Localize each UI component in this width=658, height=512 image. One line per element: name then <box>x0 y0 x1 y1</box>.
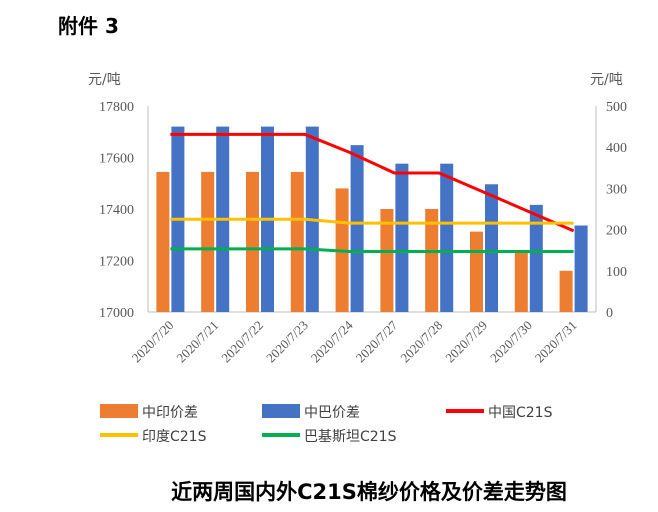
bar-cn-pk-spread <box>395 163 409 312</box>
bar-cn-in-spread <box>156 171 170 312</box>
bar-cn-pk-spread <box>440 163 454 312</box>
left-tick-label: 17800 <box>99 100 134 115</box>
bar-cn-in-spread <box>425 209 439 312</box>
x-tick-label: 2020/7/31 <box>532 318 580 366</box>
legend-label: 印度C21S <box>142 429 207 445</box>
x-tick-labels: 2020/7/202020/7/212020/7/222020/7/232020… <box>129 317 580 365</box>
right-axis-unit: 元/吨 <box>590 72 623 88</box>
bar-cn-pk-spread <box>574 225 588 312</box>
attachment-label: 附件 3 <box>58 14 119 38</box>
bar-cn-pk-spread <box>350 145 364 312</box>
x-tick-label: 2020/7/24 <box>308 317 356 365</box>
x-tick-label: 2020/7/28 <box>397 318 445 366</box>
series-line-0 <box>170 132 575 233</box>
legend-label: 巴基斯坦C21S <box>304 428 397 445</box>
left-tick-label: 17000 <box>99 306 134 321</box>
legend: 中印价差 中巴价差 中国C21S 印度C21S 巴基斯坦C21S <box>100 404 553 445</box>
x-tick-label: 2020/7/22 <box>218 318 266 366</box>
bar-cn-pk-spread <box>529 204 543 312</box>
left-axis-unit: 元/吨 <box>88 72 121 88</box>
right-tick-label: 100 <box>606 265 627 280</box>
bar-cn-in-spread <box>380 209 394 312</box>
x-tick-label: 2020/7/29 <box>442 318 490 366</box>
chart-caption: 近两周国内外C21S棉纱价格及价差走势图 <box>171 480 567 504</box>
x-tick-label: 2020/7/21 <box>173 318 221 366</box>
right-tick-label: 500 <box>606 100 627 115</box>
x-tick-label: 2020/7/30 <box>487 318 535 366</box>
left-tick-label: 17400 <box>99 203 134 218</box>
series-line-2 <box>170 247 574 253</box>
bar-cn-in-spread <box>559 270 573 312</box>
legend-swatch <box>262 404 300 418</box>
lines <box>170 132 575 253</box>
right-tick-label: 400 <box>606 141 627 156</box>
x-tick-label: 2020/7/20 <box>129 318 177 366</box>
legend-label: 中巴价差 <box>304 405 360 421</box>
bar-cn-in-spread <box>201 171 215 312</box>
bar-cn-in-spread <box>470 231 483 312</box>
bar-cn-pk-spread <box>485 184 498 312</box>
series-line-1 <box>170 217 574 225</box>
right-tick-label: 0 <box>606 306 613 321</box>
legend-label: 中国C21S <box>488 405 553 421</box>
legend-label: 中印价差 <box>142 405 198 421</box>
left-tick-label: 17600 <box>99 152 134 167</box>
right-tick-label: 300 <box>606 182 627 197</box>
bar-cn-in-spread <box>246 171 259 312</box>
legend-swatch <box>100 404 138 418</box>
bar-cn-in-spread <box>514 250 528 312</box>
x-tick-label: 2020/7/23 <box>263 318 311 366</box>
bar-cn-in-spread <box>290 171 304 312</box>
left-tick-label: 17200 <box>99 255 134 270</box>
x-tick-label: 2020/7/27 <box>353 317 401 365</box>
right-tick-label: 200 <box>606 224 627 239</box>
